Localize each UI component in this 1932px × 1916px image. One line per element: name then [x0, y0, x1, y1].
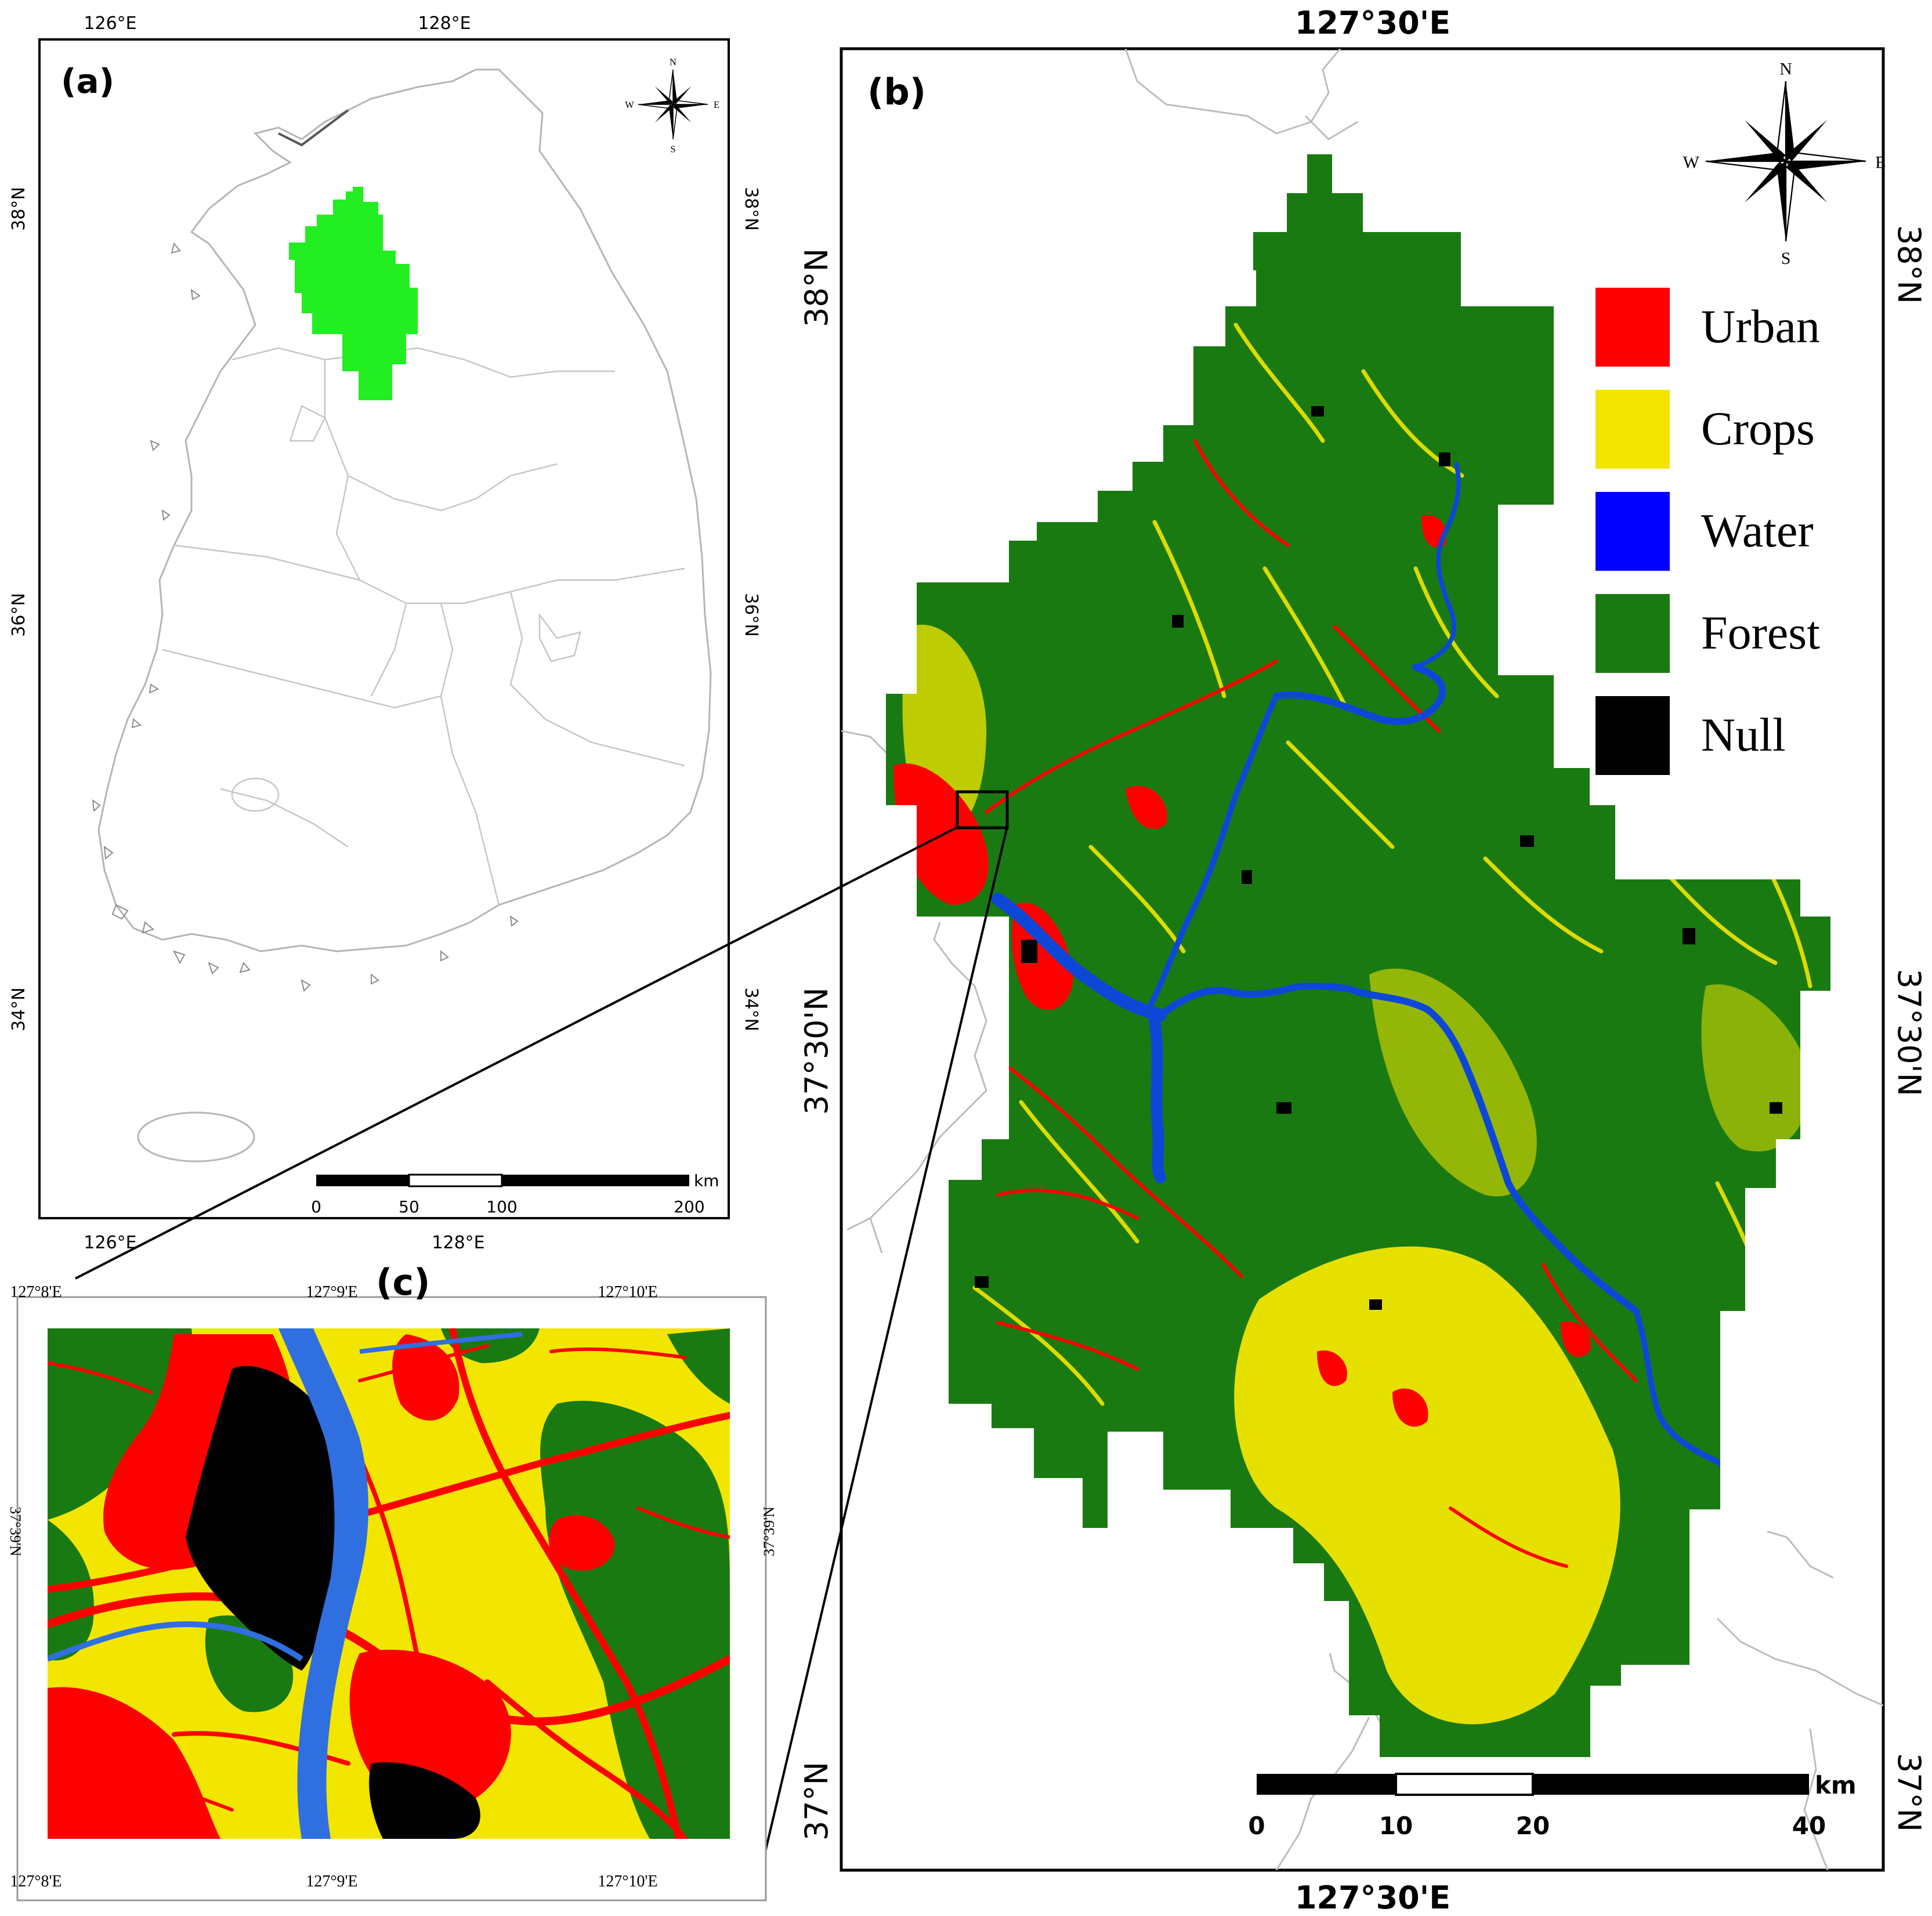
legend-item-water: Water — [1595, 492, 1814, 571]
legend-swatch-forest — [1595, 594, 1670, 673]
zoom-river — [278, 1328, 368, 1839]
zoom-tributary-2 — [359, 1332, 523, 1354]
panel-c: (c) 127°8'E 127°9'E 127°10'E 127°8'E 127… — [7, 1261, 777, 1901]
panel-c-right-tick: 37°39'N — [761, 1506, 777, 1556]
svg-text:E: E — [1875, 153, 1886, 172]
panel-a-scale-unit: km — [694, 1171, 719, 1190]
zoom-road-network — [48, 1328, 730, 1839]
panel-b-scale-tick-0: 0 — [1248, 1812, 1265, 1840]
legend-label-forest: Forest — [1701, 606, 1820, 659]
panel-a-right-tick-2: 36°N — [741, 593, 761, 637]
water-bodies — [992, 462, 1730, 1511]
panel-a-scale-tick-100: 100 — [486, 1197, 517, 1216]
panel-a-top-tick-2: 128°E — [418, 13, 471, 34]
panel-a-bottom-tick-1: 126°E — [84, 1233, 136, 1253]
svg-text:S: S — [670, 144, 675, 155]
panel-c-top-tick-3: 127°10'E — [598, 1283, 657, 1301]
panel-b-left-tick-3: 37°N — [798, 1762, 835, 1841]
panel-a-label: (a) — [61, 61, 114, 101]
legend-item-forest: Forest — [1595, 594, 1820, 673]
inset-connector-lines — [75, 825, 1008, 1870]
northern-border — [278, 109, 349, 147]
svg-text:W: W — [1683, 153, 1700, 172]
panel-b-scale-tick-40: 40 — [1792, 1812, 1826, 1840]
panel-c-top-tick-2: 127°9'E — [306, 1283, 357, 1301]
panel-a-left-tick-3: 34°N — [9, 987, 29, 1031]
svg-text:W: W — [625, 99, 634, 110]
panel-c-bottom-tick-2: 127°9'E — [306, 1872, 357, 1890]
legend-swatch-water — [1595, 492, 1670, 571]
legend-label-water: Water — [1701, 504, 1814, 557]
panel-a-left-tick-1: 38°N — [9, 187, 29, 231]
korea-basemap — [92, 68, 712, 1162]
panel-a-frame — [38, 38, 730, 1219]
panel-a: (a) — [9, 13, 761, 1253]
panel-a-bottom-tick-2: 128°E — [432, 1233, 484, 1253]
legend-swatch-crops — [1595, 390, 1670, 469]
legend-swatch-urban — [1595, 288, 1670, 367]
svg-text:E: E — [714, 99, 719, 110]
panel-c-bottom-tick-1: 127°8'E — [10, 1872, 61, 1890]
svg-text:N: N — [1779, 59, 1792, 78]
panel-c-top-tick-1: 127°8'E — [10, 1283, 61, 1301]
panel-a-right-tick-3: 34°N — [741, 987, 761, 1031]
panel-b: (b) — [798, 5, 1927, 1916]
panel-c-bottom-tick-3: 127°10'E — [598, 1872, 657, 1890]
panel-a-scale-tick-200: 200 — [674, 1197, 704, 1216]
inset-location-box — [956, 790, 1009, 830]
panel-a-left-tick-2: 36°N — [9, 593, 29, 637]
korea-outline — [97, 68, 712, 952]
panel-c-left-tick: 37°39'N — [7, 1506, 24, 1556]
panel-b-left-tick-2: 37°30'N — [798, 987, 835, 1115]
panel-b-right-tick-2: 37°30'N — [1891, 969, 1927, 1096]
zoom-tributary — [48, 1621, 303, 1662]
zoom-null-area — [186, 1366, 345, 1671]
null-patches — [975, 406, 1782, 1310]
compass-rose-icon: N S E W — [625, 57, 719, 155]
svg-text:S: S — [1781, 249, 1791, 268]
panel-a-scale-tick-0: 0 — [311, 1197, 321, 1216]
panel-b-scale-tick-10: 10 — [1379, 1812, 1413, 1840]
panel-a-top-tick-1: 126°E — [84, 13, 136, 34]
compass-rose-icon: N S E W — [1683, 59, 1886, 268]
panel-b-scale-tick-20: 20 — [1516, 1812, 1550, 1840]
coastal-islands — [92, 242, 519, 992]
panel-c-label: (c) — [376, 1261, 430, 1303]
legend-label-null: Null — [1701, 708, 1786, 761]
legend-item-null: Null — [1595, 696, 1786, 775]
legend-label-crops: Crops — [1701, 402, 1815, 455]
legend-swatch-null — [1595, 696, 1670, 775]
panel-b-right-tick-3: 37°N — [1891, 1753, 1927, 1832]
panel-b-bottom-tick: 127°30'E — [1295, 1879, 1450, 1916]
province-boundaries — [162, 347, 685, 906]
legend: Urban Crops Water Forest Null — [1595, 288, 1820, 775]
zoomed-landcover-map — [48, 1328, 730, 1839]
jeju-island — [137, 1111, 255, 1162]
panel-b-top-tick: 127°30'E — [1295, 5, 1450, 41]
panel-a-right-tick-1: 38°N — [741, 187, 761, 231]
panel-b-scale-unit: km — [1815, 1771, 1857, 1799]
study-area-highlight — [289, 187, 418, 400]
zoom-null-area-2 — [369, 1762, 480, 1839]
legend-item-urban: Urban — [1595, 288, 1820, 367]
panel-b-label: (b) — [867, 71, 926, 113]
panel-a-scale-tick-50: 50 — [399, 1197, 419, 1216]
legend-label-urban: Urban — [1701, 300, 1820, 353]
panel-b-basemap-boundaries — [841, 49, 1883, 1870]
panel-b-right-tick-1: 38°N — [1891, 225, 1927, 304]
svg-text:N: N — [670, 57, 676, 68]
panel-b-left-tick-1: 38°N — [798, 248, 835, 327]
legend-item-crops: Crops — [1595, 390, 1815, 469]
panel-a-scale-bar: km 0 50 100 200 — [311, 1171, 719, 1216]
panel-b-scale-bar: km 0 10 20 40 — [1248, 1771, 1856, 1840]
